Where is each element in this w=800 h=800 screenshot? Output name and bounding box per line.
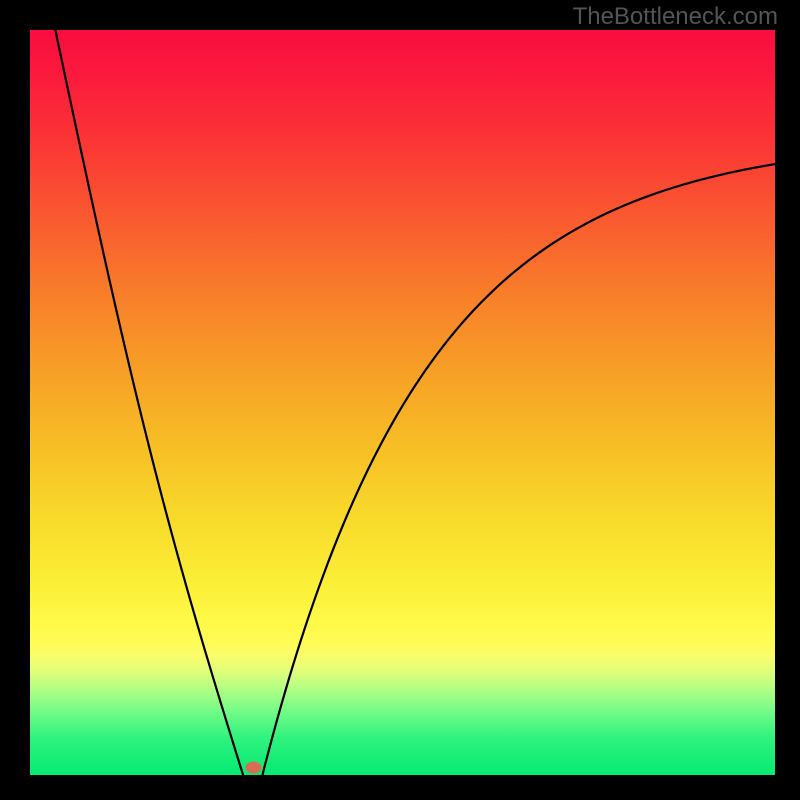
chart-container: TheBottleneck.com xyxy=(0,0,800,800)
curve-left-branch xyxy=(55,30,243,775)
bottleneck-curve xyxy=(30,30,775,775)
minimum-marker xyxy=(246,762,262,774)
curve-right-branch xyxy=(262,164,775,775)
watermark-text: TheBottleneck.com xyxy=(573,3,778,31)
plot-area xyxy=(30,30,775,775)
